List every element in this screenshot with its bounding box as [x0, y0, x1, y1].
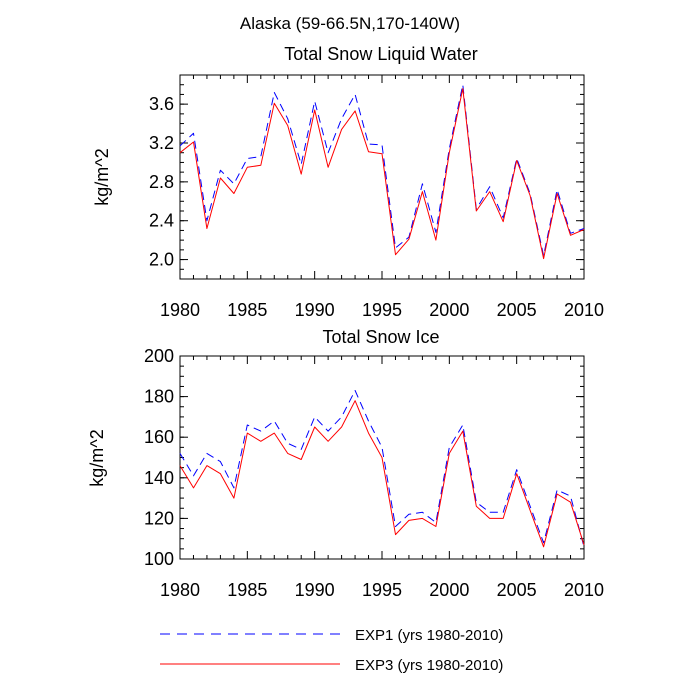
x-tick-label: 2000 [429, 300, 469, 320]
y-tick-label: 2.0 [149, 250, 174, 270]
legend-label-exp1: EXP1 (yrs 1980-2010) [355, 627, 503, 644]
series-line-exp3 [179, 88, 585, 260]
panel-snow-ice: Total Snow Ice kg/m^2 1980 1985 1990 1995 20… [87, 327, 604, 600]
x-tick-label: 1980 [160, 580, 200, 600]
x-tick-label: 2000 [429, 580, 469, 600]
panel-1-title: Total Snow Liquid Water [284, 44, 477, 64]
x-tick-label: 1990 [295, 300, 335, 320]
panel-2-ylabel: kg/m^2 [87, 429, 107, 486]
figure-suptitle: Alaska (59-66.5N,170-140W) [240, 14, 460, 33]
x-tick-label: 1985 [227, 580, 267, 600]
x-tick-label: 2005 [497, 300, 537, 320]
x-tick-label: 2010 [564, 580, 604, 600]
series-line-exp1 [179, 390, 585, 547]
x-tick-label: 1980 [160, 300, 200, 320]
y-tick-label: 200 [144, 346, 174, 366]
panel-snow-liquid-water: Total Snow Liquid Water kg/m^2 1980 1985 1… [92, 44, 604, 320]
x-tick-label: 2005 [497, 580, 537, 600]
x-tick-label: 2010 [564, 300, 604, 320]
y-tick-label: 3.6 [149, 94, 174, 114]
y-tick-label: 180 [144, 387, 174, 407]
legend-label-exp3: EXP3 (yrs 1980-2010) [355, 657, 503, 674]
y-tick-label: 2.4 [149, 211, 174, 231]
x-tick-label: 1985 [227, 300, 267, 320]
panel-1-ylabel: kg/m^2 [92, 148, 112, 205]
y-tick-label: 160 [144, 427, 174, 447]
y-tick-label: 2.8 [149, 172, 174, 192]
x-tick-label: 1995 [362, 580, 402, 600]
y-tick-label: 140 [144, 468, 174, 488]
series-line-exp3 [179, 400, 585, 548]
series-line-exp1 [179, 84, 585, 257]
panel-2-title: Total Snow Ice [322, 327, 439, 347]
y-tick-label: 100 [144, 549, 174, 569]
legend: EXP1 (yrs 1980-2010) EXP3 (yrs 1980-2010… [160, 627, 503, 674]
y-tick-label: 120 [144, 508, 174, 528]
y-tick-label: 3.2 [149, 133, 174, 153]
x-tick-label: 1995 [362, 300, 402, 320]
x-tick-label: 1990 [295, 580, 335, 600]
